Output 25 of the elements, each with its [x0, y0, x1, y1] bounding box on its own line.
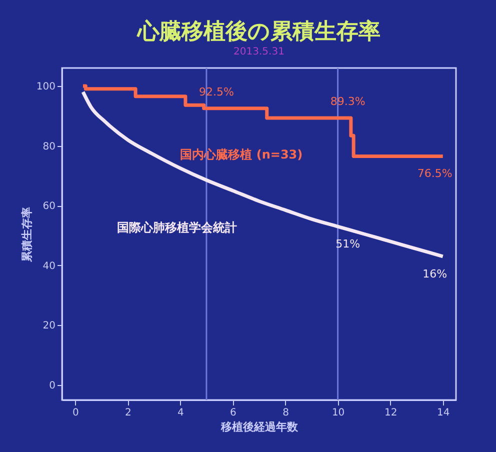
- y-tick-label: 20: [42, 320, 56, 332]
- annotation: 16%: [422, 267, 448, 280]
- x-tick-label: 0: [72, 408, 79, 418]
- x-tick-label: 10: [332, 408, 345, 418]
- y-tick-label: 80: [42, 141, 56, 152]
- y-tick-label: 100: [36, 81, 56, 92]
- x-tick-label: 12: [384, 408, 398, 418]
- y-tick-label: 0: [49, 380, 56, 392]
- x-tick-label: 2: [124, 408, 132, 418]
- annotation: 89.3%: [330, 94, 366, 108]
- x-tick-label: 6: [230, 408, 236, 418]
- chart-subtitle: 2013.5.31: [234, 46, 284, 58]
- y-tick-label: 60: [42, 201, 56, 212]
- annotation: 92.5%: [198, 85, 234, 98]
- annotation: 76.5%: [417, 167, 452, 180]
- x-tick-label: 4: [178, 408, 184, 418]
- text: 国内心臓移植 (n=33): [180, 147, 303, 162]
- x-tick-label: 8: [282, 408, 289, 418]
- x-axis-title: 移植後経過年数: [220, 420, 299, 434]
- y-axis-title: 累積生存率: [20, 207, 34, 263]
- annotation: 51%: [336, 238, 360, 251]
- text: 国際心肺移植学会統計: [117, 220, 238, 234]
- x-tick-label: 14: [437, 408, 450, 418]
- y-tick-label: 40: [42, 260, 56, 272]
- chart-title: 心臓移植後の累積生存率: [136, 18, 380, 44]
